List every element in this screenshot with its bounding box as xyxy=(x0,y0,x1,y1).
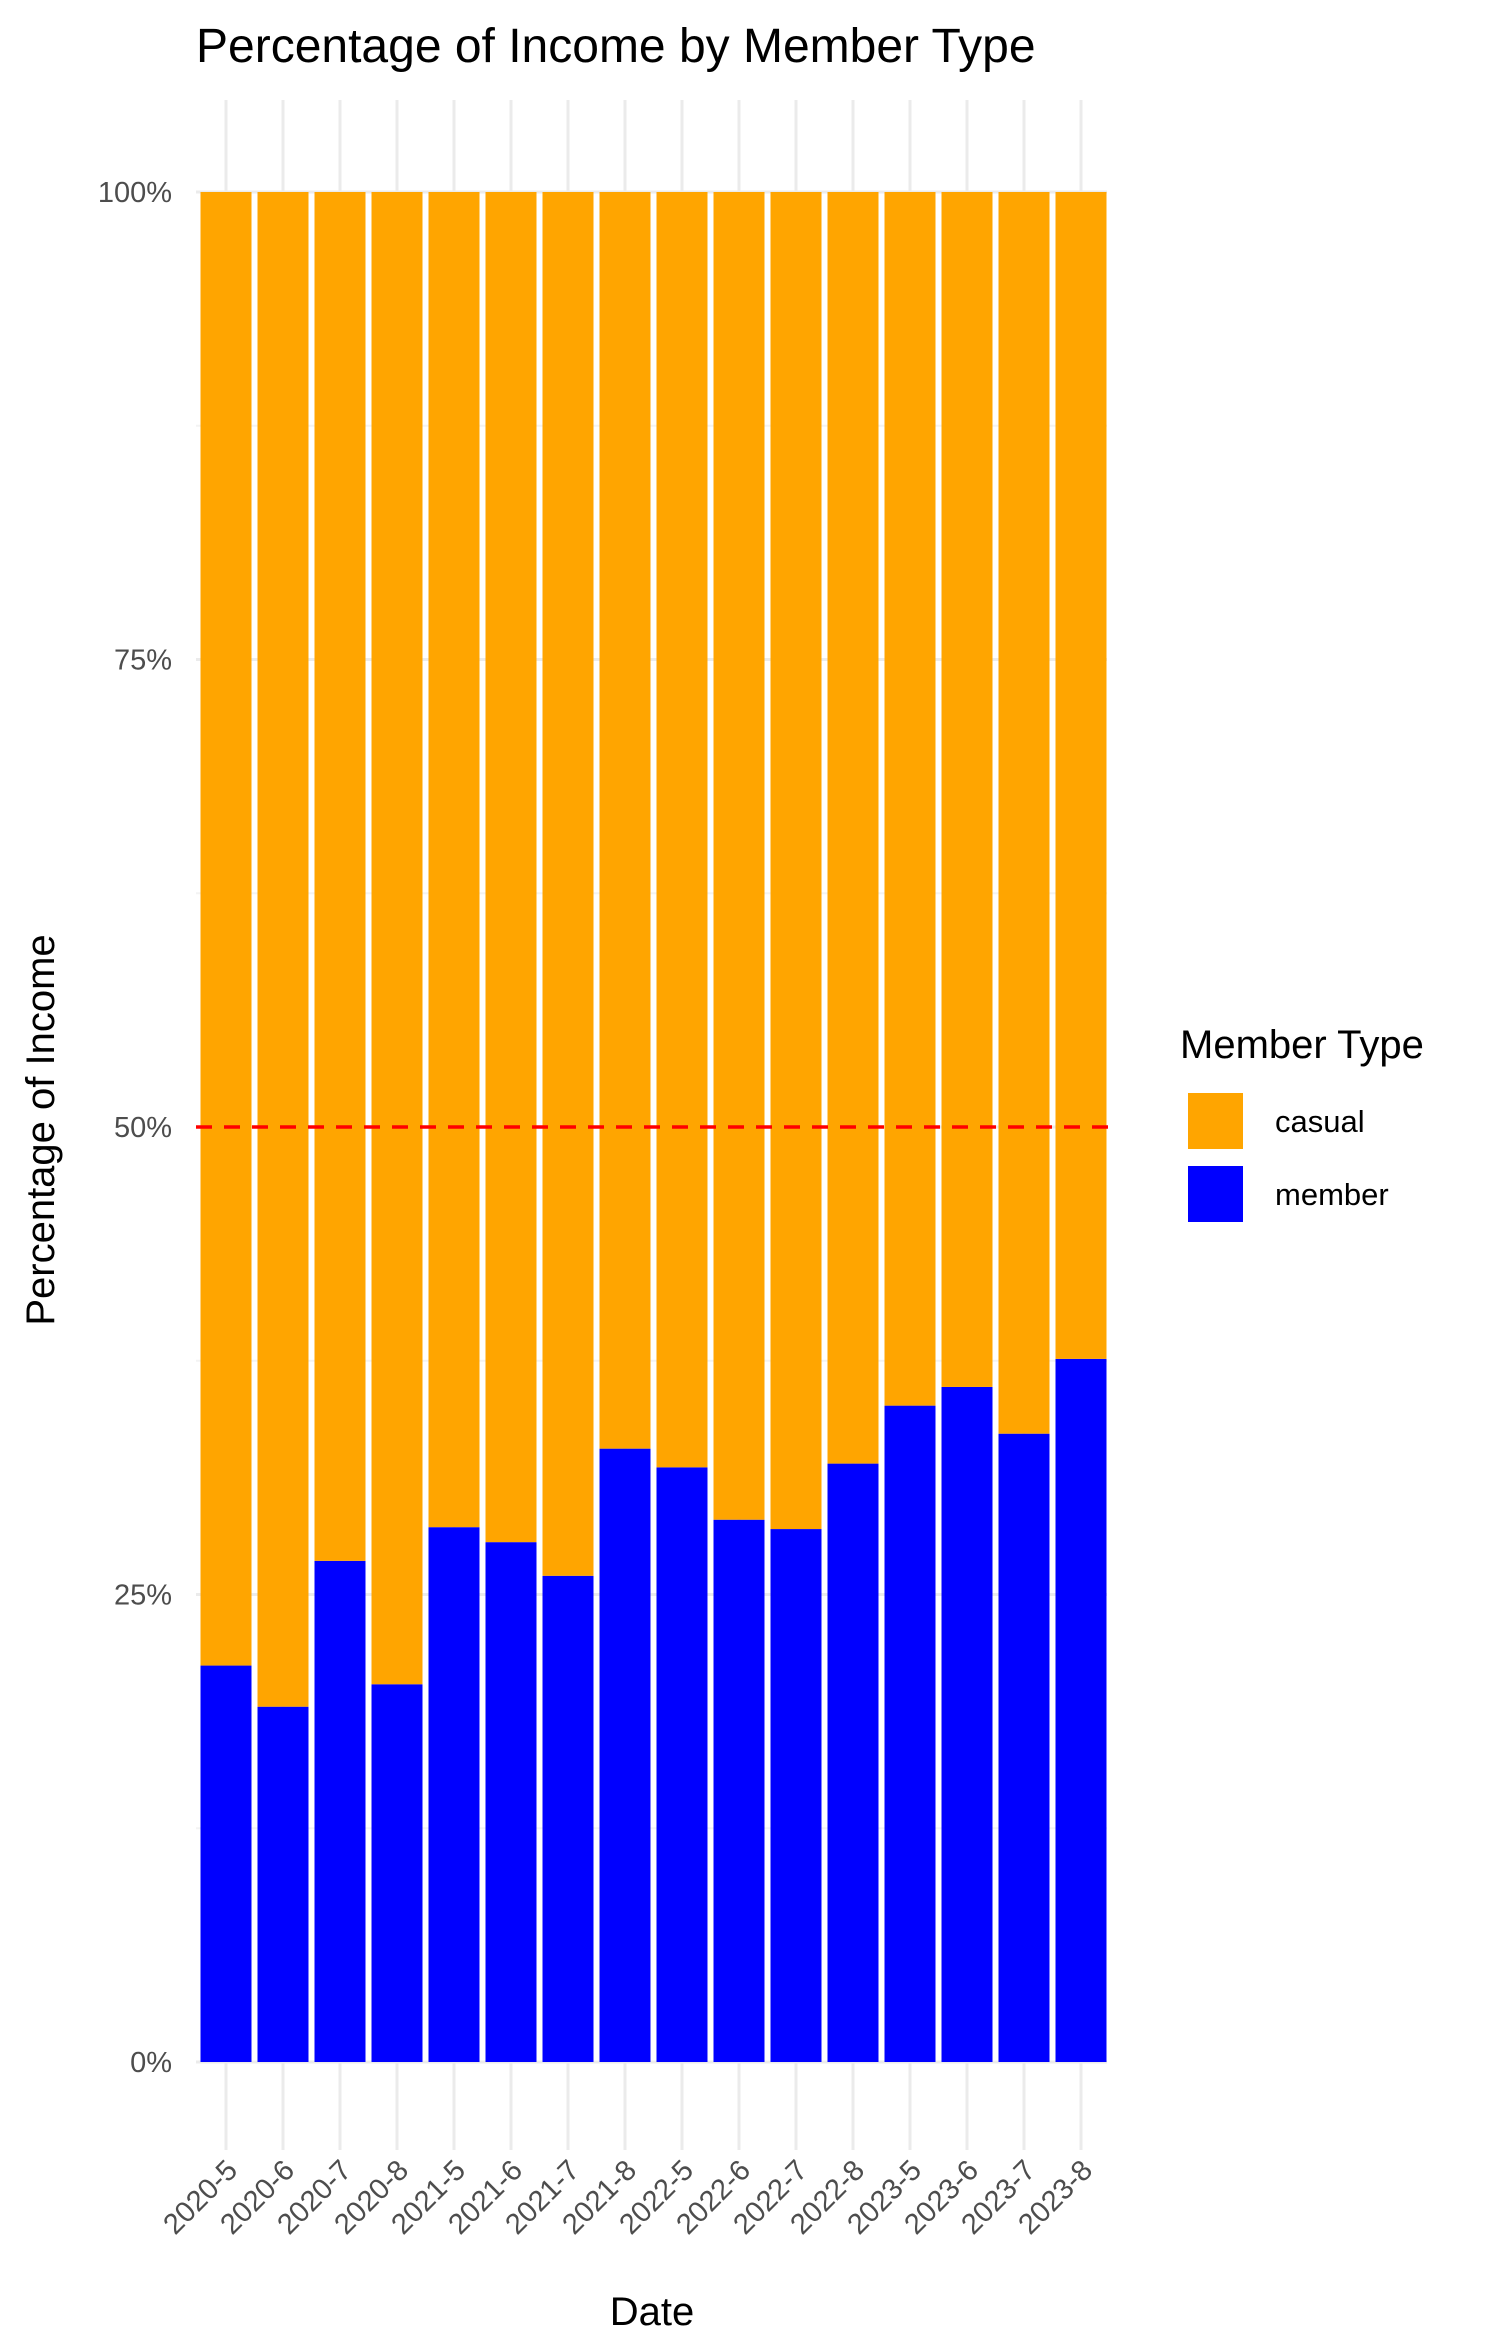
bar-member-2023-5 xyxy=(884,1405,936,2062)
bar-casual-2021-8 xyxy=(599,192,651,1449)
bar-casual-2022-5 xyxy=(656,192,708,1468)
bar-member-2020-5 xyxy=(200,1665,252,2062)
legend-label-casual: casual xyxy=(1275,1104,1365,1139)
bar-casual-2023-7 xyxy=(998,192,1050,1434)
bar-casual-2023-8 xyxy=(1055,192,1107,1359)
legend-label-member: member xyxy=(1275,1177,1389,1212)
bar-casual-2020-5 xyxy=(200,192,252,1666)
legend-title: Member Type xyxy=(1180,1023,1424,1067)
bar-member-2023-6 xyxy=(941,1386,993,2062)
y-tick-label: 75% xyxy=(114,645,172,677)
y-axis-ticks: 0% 25% 50% 75% 100% xyxy=(98,177,172,2079)
legend-key-casual xyxy=(1188,1093,1243,1149)
bar-member-2022-6 xyxy=(713,1519,765,2062)
bar-casual-2022-6 xyxy=(713,192,765,1520)
bar-casual-2020-6 xyxy=(257,192,309,1707)
bar-member-2020-8 xyxy=(371,1684,423,2062)
bar-casual-2021-6 xyxy=(485,192,537,1543)
bar-member-2022-7 xyxy=(770,1529,822,2062)
bar-member-2021-8 xyxy=(599,1448,651,2062)
legend: Member Type casual member xyxy=(1180,1023,1424,1222)
bar-member-2020-7 xyxy=(314,1560,366,2062)
bar-casual-2020-7 xyxy=(314,192,366,1561)
bars xyxy=(200,192,1107,2062)
x-axis-title: Date xyxy=(610,2290,695,2334)
y-tick-label: 50% xyxy=(114,1112,172,1144)
y-tick-label: 0% xyxy=(130,2047,172,2079)
x-axis-ticks: 2020-52020-62020-72020-82021-52021-62021… xyxy=(157,2154,1098,2240)
y-axis-title: Percentage of Income xyxy=(19,934,63,1325)
bar-member-2021-5 xyxy=(428,1527,480,2062)
bar-casual-2023-6 xyxy=(941,192,993,1387)
legend-key-member xyxy=(1188,1166,1243,1222)
bar-member-2022-8 xyxy=(827,1463,879,2062)
bar-casual-2021-7 xyxy=(542,192,594,1576)
bar-member-2023-7 xyxy=(998,1433,1050,2062)
chart-title: Percentage of Income by Member Type xyxy=(196,20,1036,73)
bar-casual-2020-8 xyxy=(371,192,423,1685)
bar-casual-2022-8 xyxy=(827,192,879,1464)
bar-member-2023-8 xyxy=(1055,1358,1107,2062)
bar-member-2021-6 xyxy=(485,1542,537,2062)
bar-casual-2022-7 xyxy=(770,192,822,1530)
bar-member-2020-6 xyxy=(257,1706,309,2062)
bar-member-2022-5 xyxy=(656,1467,708,2062)
y-tick-label: 25% xyxy=(114,1580,172,1612)
bar-member-2021-7 xyxy=(542,1575,594,2062)
y-tick-label: 100% xyxy=(98,177,172,209)
bar-casual-2023-5 xyxy=(884,192,936,1406)
bar-casual-2021-5 xyxy=(428,192,480,1528)
